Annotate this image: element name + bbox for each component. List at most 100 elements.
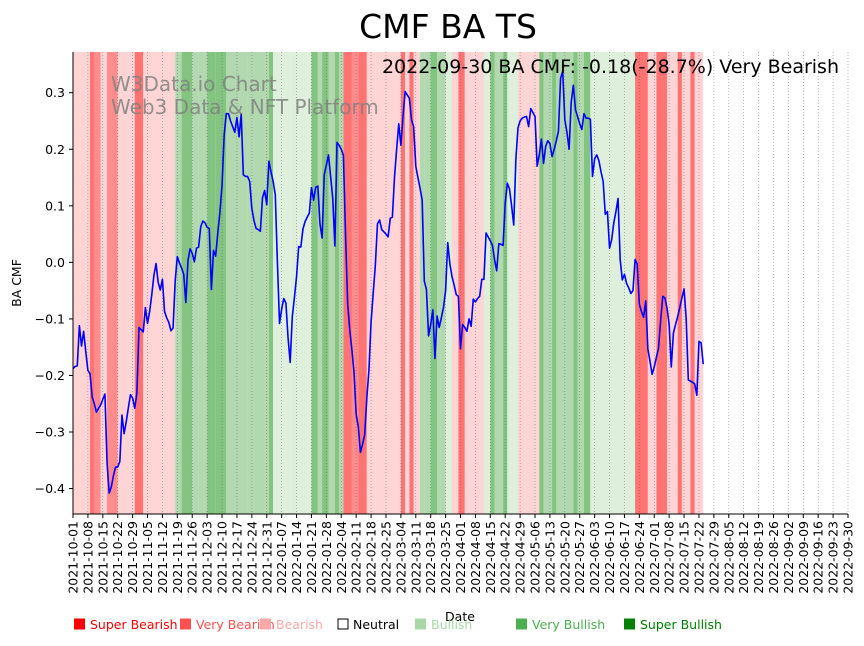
x-tick-label-52: 2022-09-30 <box>841 521 856 594</box>
band-18 <box>247 52 252 514</box>
band-35 <box>351 52 359 514</box>
x-tick-label-22: 2022-03-04 <box>393 521 408 594</box>
axes: −0.4−0.3−0.2−0.10.00.10.20.3 2021-10-01 2… <box>35 52 856 594</box>
band-32 <box>334 52 340 514</box>
x-tick-label-36: 2022-06-10 <box>602 521 617 594</box>
band-61 <box>543 52 553 514</box>
band-9 <box>168 52 176 514</box>
band-26 <box>298 52 308 514</box>
band-41 <box>405 52 410 514</box>
band-42 <box>409 52 414 514</box>
x-tick-label-20: 2022-02-18 <box>364 521 379 594</box>
y-tick-label-3: −0.1 <box>35 311 65 326</box>
x-tick-label-46: 2022-08-19 <box>751 521 766 594</box>
band-63 <box>556 52 567 514</box>
band-7 <box>143 52 157 514</box>
band-49 <box>451 52 459 514</box>
x-tick-label-39: 2022-07-01 <box>647 521 662 594</box>
x-tick-label-27: 2022-04-08 <box>468 521 483 594</box>
band-65 <box>573 52 578 514</box>
band-19 <box>251 52 265 514</box>
band-2 <box>94 52 101 514</box>
x-tick-label-51: 2022-09-23 <box>826 521 841 594</box>
band-10 <box>175 52 182 514</box>
x-tick-label-11: 2021-12-17 <box>229 521 244 594</box>
band-53 <box>483 52 491 514</box>
legend: Super Bearish Very Bearish Bearish Neutral B… <box>74 617 722 632</box>
y-axis-label: BA CMF <box>9 259 24 307</box>
legend-swatch-1 <box>180 618 191 630</box>
band-3 <box>100 52 108 514</box>
legend-label-0: Super Bearish <box>90 617 178 632</box>
band-64 <box>566 52 574 514</box>
cmf-series-line <box>72 70 705 494</box>
band-73 <box>647 52 657 514</box>
band-55 <box>494 52 504 514</box>
band-17 <box>239 52 248 514</box>
band-76 <box>677 52 682 514</box>
y-ticks: −0.4 −0.3 −0.2 −0.1 0.0 0.1 0.2 0.3 <box>35 85 73 496</box>
x-tick-label-40: 2022-07-08 <box>662 521 677 594</box>
band-69 <box>594 52 610 514</box>
x-tick-label-16: 2022-01-21 <box>304 521 319 594</box>
y-tick-label-0: −0.4 <box>35 481 65 496</box>
band-30 <box>322 52 329 514</box>
x-tick-label-2: 2021-10-15 <box>95 521 110 594</box>
x-tick-label-6: 2021-11-12 <box>155 521 170 594</box>
x-tick-label-9: 2021-12-03 <box>200 521 215 594</box>
x-tick-label-10: 2021-12-10 <box>215 521 230 594</box>
y-tick-label-1: −0.3 <box>35 425 65 440</box>
x-tick-label-41: 2022-07-15 <box>677 521 692 594</box>
plot-area: W3Data.io Chart Web3 Data & NFT Platform… <box>72 52 849 514</box>
x-tick-label-5: 2021-11-05 <box>140 521 155 594</box>
band-70 <box>609 52 627 514</box>
y-tick-label-5: 0.1 <box>45 198 65 213</box>
legend-swatch-6 <box>624 618 635 630</box>
watermark-line-2: Web3 Data & NFT Platform <box>111 95 379 119</box>
band-4 <box>107 52 118 514</box>
chart-title: CMF BA TS <box>359 7 537 46</box>
band-74 <box>656 52 668 514</box>
band-54 <box>490 52 495 514</box>
x-tick-label-4: 2021-10-29 <box>125 521 140 594</box>
band-66 <box>577 52 584 514</box>
x-tick-label-0: 2021-10-01 <box>66 521 81 594</box>
x-tick-label-50: 2022-09-16 <box>811 521 826 594</box>
legend-label-3: Neutral <box>353 617 399 632</box>
band-60 <box>539 52 544 514</box>
x-tick-label-47: 2022-08-26 <box>766 521 781 594</box>
x-tick-label-18: 2022-02-04 <box>334 521 349 594</box>
legend-swatch-0 <box>74 618 85 630</box>
x-tick-label-25: 2022-03-25 <box>438 521 453 594</box>
x-tick-label-34: 2022-05-27 <box>572 521 587 594</box>
x-tick-label-32: 2022-05-13 <box>542 521 557 594</box>
band-16 <box>226 52 240 514</box>
x-axis-label: Date <box>445 609 475 624</box>
chart-subtitle: 2022-09-30 BA CMF: -0.18(-28.7%) Very Be… <box>382 56 839 78</box>
x-tick-label-33: 2022-05-20 <box>557 521 572 594</box>
vertical-gridlines <box>72 52 849 514</box>
band-29 <box>317 52 323 514</box>
band-15 <box>215 52 227 514</box>
x-tick-label-23: 2022-03-11 <box>408 521 423 594</box>
y-tick-label-6: 0.2 <box>45 142 65 157</box>
x-tick-label-31: 2022-05-06 <box>528 521 543 594</box>
x-tick-label-8: 2021-11-26 <box>185 521 200 594</box>
x-tick-label-30: 2022-04-29 <box>513 521 528 594</box>
band-52 <box>475 52 484 514</box>
x-tick-label-49: 2022-09-09 <box>796 521 811 594</box>
band-0 <box>73 52 91 514</box>
band-77 <box>681 52 691 514</box>
x-tick-label-42: 2022-07-22 <box>691 521 706 594</box>
x-tick-label-29: 2022-04-22 <box>498 521 513 594</box>
band-68 <box>590 52 595 514</box>
band-71 <box>626 52 636 514</box>
y-tick-label-4: 0.0 <box>45 255 65 270</box>
band-31 <box>328 52 335 514</box>
band-75 <box>667 52 678 514</box>
band-21 <box>268 52 274 514</box>
band-39 <box>396 52 401 514</box>
legend-label-4: Bullish <box>431 617 472 632</box>
legend-swatch-3 <box>337 618 349 630</box>
